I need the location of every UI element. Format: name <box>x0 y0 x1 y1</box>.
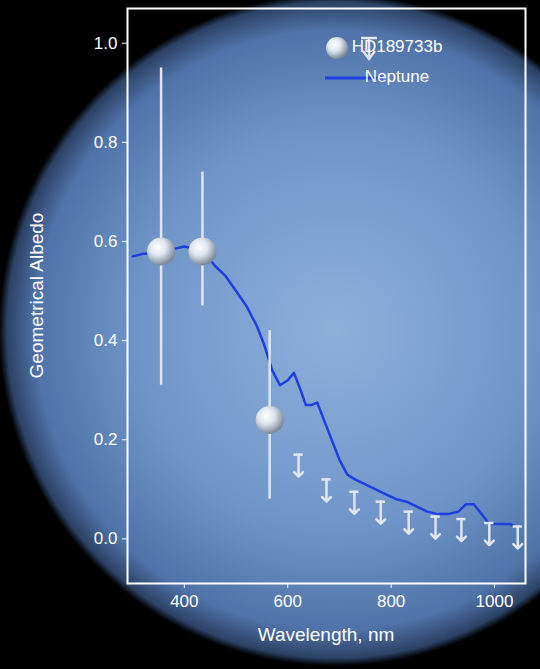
svg-text:HD189733b: HD189733b <box>352 37 443 56</box>
svg-text:0.2: 0.2 <box>94 430 118 449</box>
svg-text:400: 400 <box>170 592 198 611</box>
svg-text:Geometrical Albedo: Geometrical Albedo <box>26 213 47 379</box>
svg-text:1000: 1000 <box>476 592 514 611</box>
svg-text:Neptune: Neptune <box>365 67 429 86</box>
svg-text:Wavelength, nm: Wavelength, nm <box>258 624 395 645</box>
svg-text:0.4: 0.4 <box>94 331 118 350</box>
svg-text:0.0: 0.0 <box>94 529 118 548</box>
svg-text:800: 800 <box>377 592 405 611</box>
svg-text:0.8: 0.8 <box>94 133 118 152</box>
svg-text:600: 600 <box>274 592 302 611</box>
svg-text:0.6: 0.6 <box>94 232 118 251</box>
svg-text:1.0: 1.0 <box>94 34 118 53</box>
